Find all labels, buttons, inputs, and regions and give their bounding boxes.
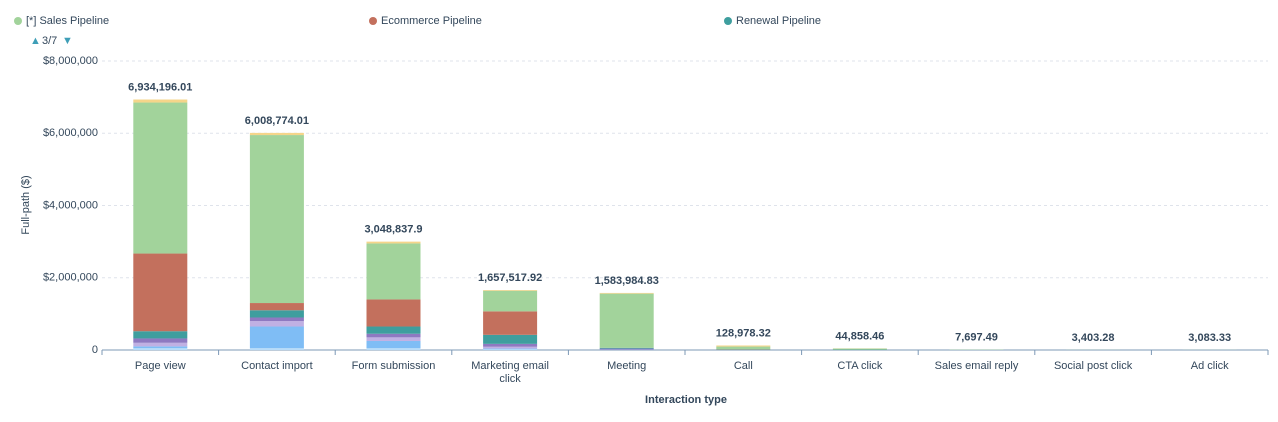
x-tick-label: Contact import	[241, 360, 313, 372]
total-label: 3,048,837.9	[364, 224, 422, 236]
x-tick-label: CTA click	[837, 360, 883, 372]
bar-segment	[366, 340, 421, 349]
bar-segment	[249, 132, 304, 136]
x-tick-label: Call	[734, 360, 753, 372]
total-label: 3,083.33	[1188, 332, 1231, 344]
bar-segment	[599, 348, 654, 350]
bar-segment	[599, 293, 654, 348]
bar-segment	[249, 348, 304, 350]
legend-label: Ecommerce Pipeline	[381, 15, 482, 27]
bar-segment	[133, 102, 188, 254]
bar-segment	[832, 348, 887, 350]
bar-segment	[366, 326, 421, 334]
bar-segment	[133, 338, 188, 343]
bar-segment	[366, 243, 421, 300]
legend-marker	[369, 17, 377, 25]
bar-segment	[483, 290, 538, 291]
bar-segment	[483, 349, 538, 350]
total-label: 1,657,517.92	[478, 272, 542, 284]
total-label: 44,858.46	[835, 330, 884, 342]
bar-segment	[133, 331, 188, 339]
bar-segment	[249, 310, 304, 318]
legend-label: [*] Sales Pipeline	[26, 15, 109, 27]
y-tick-label: $8,000,000	[43, 55, 98, 67]
x-tick-label: Form submission	[352, 360, 436, 372]
total-label: 3,403.28	[1072, 332, 1115, 344]
total-label: 128,978.32	[716, 327, 771, 339]
x-tick-label: Page view	[135, 360, 186, 372]
total-label: 7,697.49	[955, 332, 998, 344]
x-tick-label: Meeting	[607, 360, 646, 372]
y-tick-label: $4,000,000	[43, 199, 98, 211]
legend-page: 3/7	[42, 35, 57, 47]
x-tick-label: Ad click	[1191, 360, 1229, 372]
bar-segment	[599, 347, 654, 349]
legend-page-next[interactable]: ▼	[62, 35, 73, 47]
bar-segment	[483, 311, 538, 335]
total-label: 1,583,984.83	[595, 275, 659, 287]
total-label: 6,934,196.01	[128, 81, 192, 93]
bar-segment	[599, 292, 654, 294]
bar-segment	[366, 348, 421, 350]
bar-segment	[133, 99, 188, 103]
bar-segment	[366, 299, 421, 327]
x-tick-label: Marketing email click	[471, 360, 549, 385]
bar-segment	[249, 135, 304, 304]
y-tick-label: $6,000,000	[43, 127, 98, 139]
total-label: 6,008,774.01	[245, 115, 309, 127]
x-tick-label: Social post click	[1054, 360, 1133, 372]
bar-segment	[133, 253, 188, 332]
bar-segment	[483, 343, 538, 347]
bar-segment	[483, 346, 538, 349]
legend-marker	[724, 17, 732, 25]
bar-segment	[366, 241, 421, 244]
bar-segment	[249, 303, 304, 311]
bar-segment	[366, 337, 421, 341]
bar-segment	[483, 348, 538, 350]
bar-segment	[133, 346, 188, 349]
bar-segment	[716, 346, 771, 350]
legend-page-prev[interactable]: ▲	[30, 35, 41, 47]
bar-segment	[483, 290, 538, 312]
bar-segment	[366, 333, 421, 338]
y-tick-label: $2,000,000	[43, 272, 98, 284]
bar-segment	[133, 342, 188, 347]
x-tick-label: Sales email reply	[935, 360, 1019, 372]
legend-marker	[14, 17, 22, 25]
bar-segment	[716, 345, 771, 347]
bar-segment	[249, 326, 304, 349]
bar-segment	[249, 317, 304, 322]
bar-segment	[133, 348, 188, 350]
bar-segment	[249, 321, 304, 327]
y-tick-label: 0	[92, 344, 98, 356]
x-axis-title: Interaction type	[645, 394, 727, 406]
y-axis-title: Full-path ($)	[20, 175, 32, 234]
legend-label: Renewal Pipeline	[736, 15, 821, 27]
bar-segment	[483, 334, 538, 344]
